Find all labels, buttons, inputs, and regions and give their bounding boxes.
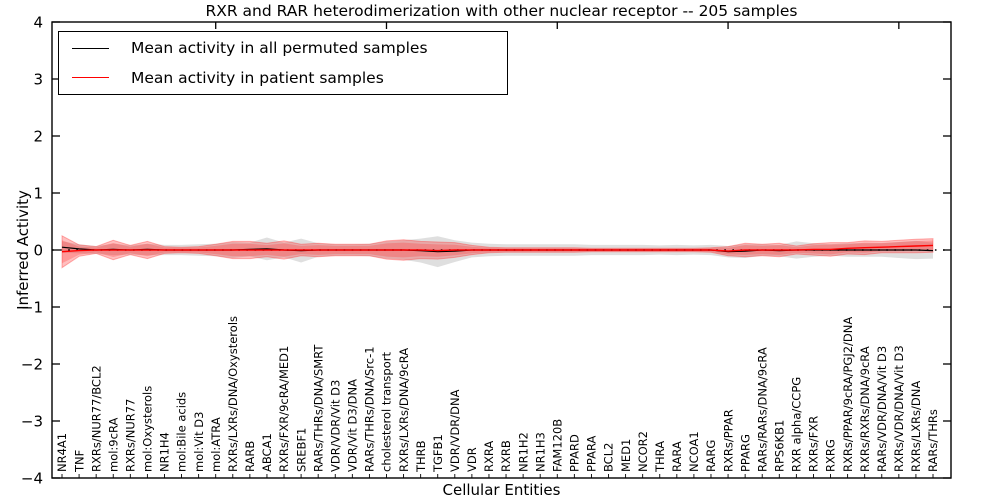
x-tick-label: PPARD xyxy=(568,434,582,472)
patient-std-band xyxy=(61,234,934,269)
y-tick-label: 1 xyxy=(33,185,43,203)
legend: Mean activity in all permuted samples Me… xyxy=(58,31,508,95)
x-tick-label: NCOR2 xyxy=(636,431,650,472)
x-tick-label: FAM120B xyxy=(551,419,565,472)
x-tick-label: RARs/THRs xyxy=(926,409,940,472)
x-tick-label: RARB xyxy=(243,441,257,472)
x-tick-label: TGFB1 xyxy=(431,434,445,473)
x-tick-label: mol:9cRA xyxy=(106,418,120,472)
x-tick-label: VDR/VDR/DNA xyxy=(448,389,462,472)
x-tick-label: PPARA xyxy=(585,435,599,472)
legend-label-patient: Mean activity in patient samples xyxy=(131,68,384,87)
x-tick-label: mol:Vit D3 xyxy=(192,412,206,472)
y-axis-label: Inferred Activity xyxy=(14,190,32,310)
x-tick-label: RARG xyxy=(704,440,718,472)
y-tick-label: 3 xyxy=(33,71,43,89)
x-tick-label: mol:Oxysterols xyxy=(141,386,155,472)
permuted-std-band xyxy=(62,236,933,268)
x-tick-label: RPS6KB1 xyxy=(773,420,787,472)
y-tick-label: 0 xyxy=(33,242,43,260)
x-tick-label: NR4A1 xyxy=(55,433,69,472)
permuted-line-swatch xyxy=(72,47,109,49)
x-tick-label: RXRs/NUR77/BCL2 xyxy=(89,365,103,472)
legend-item-permuted: Mean activity in all permuted samples xyxy=(59,35,507,61)
x-tick-label: RARs/THRs/DNA/Src-1 xyxy=(363,346,377,472)
x-tick-label: RXRs/FXR/9cRA/MED1 xyxy=(277,346,291,472)
y-tick-label: −3 xyxy=(21,413,43,431)
patient-line-swatch xyxy=(72,77,109,79)
patient-mean-line xyxy=(61,244,934,253)
x-tick-label: RARs/RARs/DNA/9cRA xyxy=(755,347,769,472)
x-tick-label: RXRA xyxy=(482,441,496,472)
legend-label-permuted: Mean activity in all permuted samples xyxy=(131,39,428,58)
x-tick-label: mol:ATRA xyxy=(209,417,223,472)
x-tick-label: THRB xyxy=(414,440,428,473)
x-tick-label: RARs/VDR/DNA/Vit D3 xyxy=(875,346,889,472)
x-tick-label: TNF xyxy=(72,450,86,473)
y-tick-label: 2 xyxy=(33,128,43,146)
x-tick-label: RXRs/FXR xyxy=(807,416,821,472)
y-tick-label: −1 xyxy=(21,299,43,317)
y-tick-label: −2 xyxy=(21,356,43,374)
x-tick-label: THRA xyxy=(653,441,667,473)
patient-std-inner-band xyxy=(62,240,933,264)
x-tick-label: RXRG xyxy=(824,439,838,472)
x-tick-label: RXRs/LXRs/DNA/9cRA xyxy=(397,348,411,472)
x-tick-label: VDR xyxy=(465,447,479,472)
chart-title: RXR and RAR heterodimerization with othe… xyxy=(205,2,798,20)
legend-item-patient: Mean activity in patient samples xyxy=(59,65,507,91)
x-tick-label: RXRB xyxy=(499,440,513,472)
x-tick-label: RXRs/PPAR xyxy=(721,409,735,472)
x-tick-label: RXRs/LXRs/DNA/Oxysterols xyxy=(226,316,240,472)
x-tick-label: RXR alpha/CCPG xyxy=(790,377,804,472)
x-tick-label: BCL2 xyxy=(602,443,616,472)
x-tick-label: mol:Bile acids xyxy=(175,392,189,472)
x-tick-label: VDR/VDR/Vit D3 xyxy=(329,380,343,472)
x-tick-label: RARA xyxy=(670,441,684,472)
x-tick-label: NCOA1 xyxy=(687,431,701,472)
x-tick-label: RXRs/RXRs/DNA/9cRA xyxy=(858,346,872,472)
y-tick-label: −4 xyxy=(21,470,43,488)
x-tick-label: RXRs/LXRs/DNA xyxy=(909,381,923,472)
x-tick-label: MED1 xyxy=(619,439,633,472)
x-tick-label: PPARG xyxy=(738,434,752,472)
x-tick-label: NR1H3 xyxy=(533,432,547,472)
x-tick-label: RARs/THRs/DNA/SMRT xyxy=(311,344,325,472)
x-tick-label: cholesterol transport xyxy=(380,352,394,472)
x-tick-label: NR1H2 xyxy=(516,432,530,472)
x-tick-label: VDR/Vit D3/DNA xyxy=(346,379,360,472)
x-axis-label: Cellular Entities xyxy=(442,481,561,499)
x-tick-label: RXRs/PPAR/9cRA/PGJ2/DNA xyxy=(841,317,855,472)
x-tick-label: NR1H4 xyxy=(158,432,172,472)
x-tick-label: RXRs/VDR/DNA/Vit D3 xyxy=(892,345,906,472)
x-tick-label: SREBF1 xyxy=(294,428,308,472)
y-tick-label: 4 xyxy=(33,14,43,32)
x-tick-label: RXRs/NUR77 xyxy=(124,399,138,472)
x-tick-label: ABCA1 xyxy=(260,433,274,472)
